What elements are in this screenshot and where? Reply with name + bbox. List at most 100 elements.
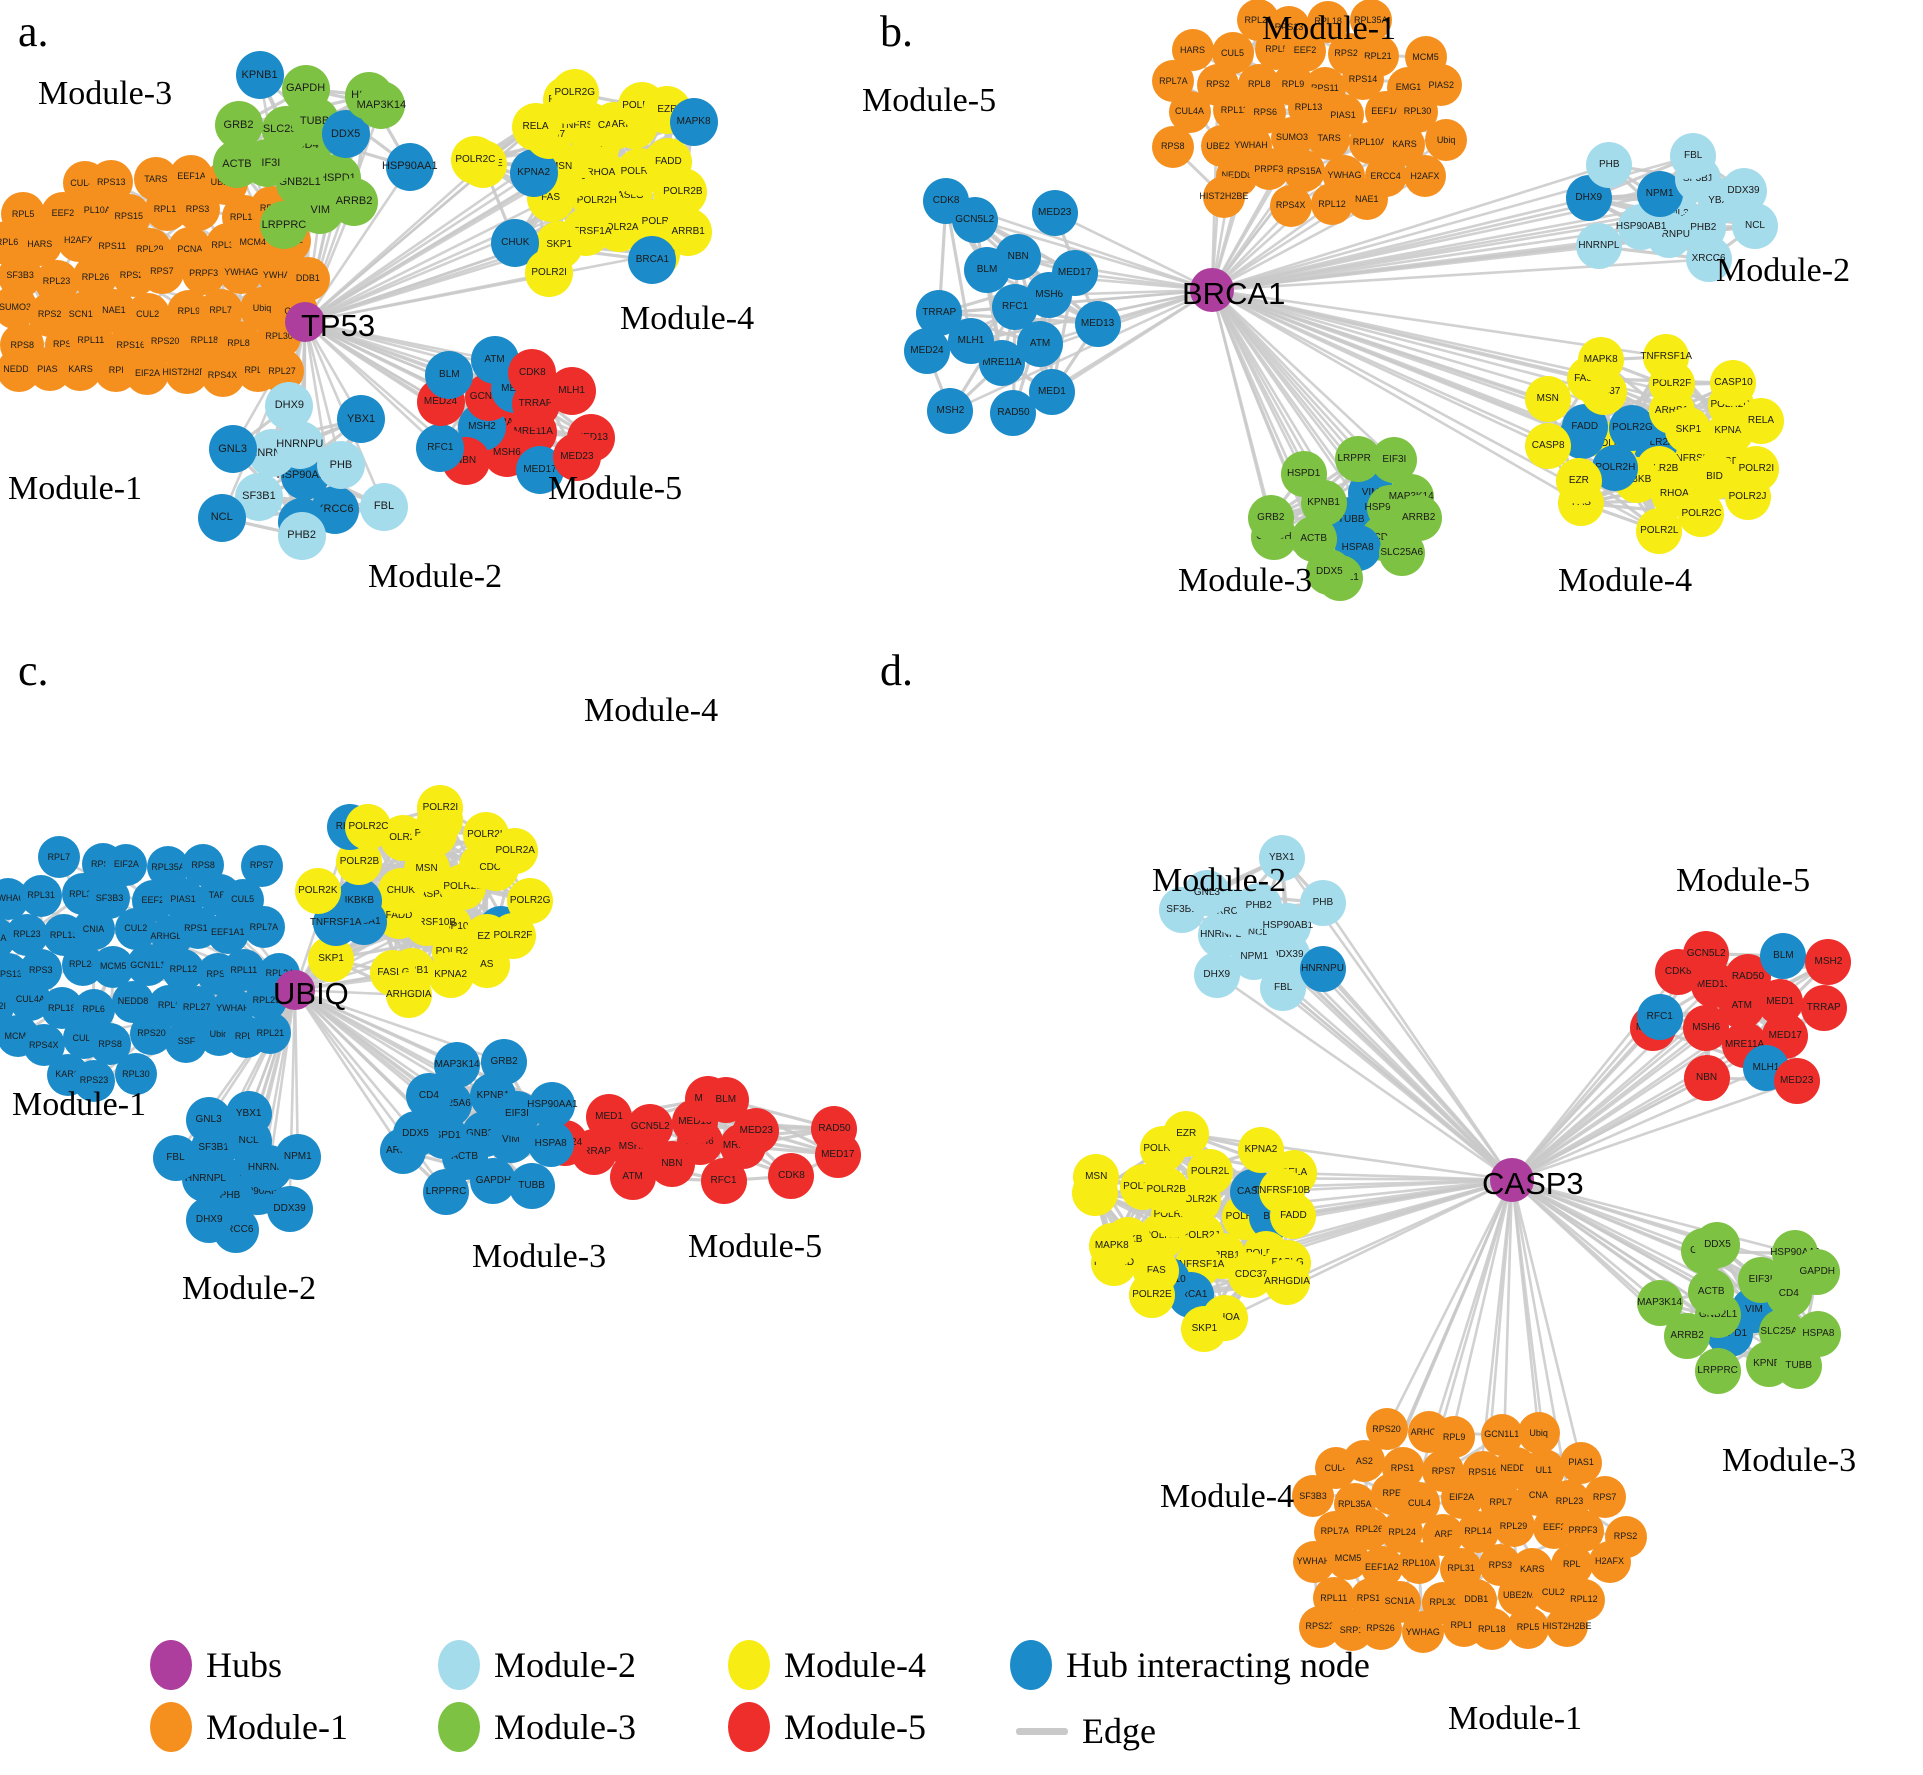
node-a-m5-med23[interactable]: MED23	[552, 432, 601, 481]
node-d-m5-trrap[interactable]: TRRAP	[1800, 985, 1847, 1032]
node-d-m5-gcn5l2[interactable]: GCN5L2	[1683, 930, 1730, 977]
node-c-m4-polr2a[interactable]: POLR2A	[492, 827, 539, 874]
node-b-m5-med17[interactable]: MED17	[1051, 250, 1098, 297]
node-d-m1-rpl5[interactable]: RPL5	[1506, 1606, 1549, 1649]
node-b-m1-rps8[interactable]: RPS8	[1151, 125, 1194, 168]
node-d-m4-skp1[interactable]: SKP1	[1181, 1306, 1228, 1353]
node-b-m1-rps4x[interactable]: RPS4X	[1269, 184, 1312, 227]
node-b-m3-ddx5[interactable]: DDX5	[1306, 548, 1353, 595]
node-d-m2-ybx1[interactable]: YBX1	[1258, 834, 1305, 881]
node-c-m3-hspa8[interactable]: HSPA8	[527, 1121, 574, 1168]
node-a-m3-grb2[interactable]: GRB2	[214, 101, 263, 150]
node-a-m3-kpnb1[interactable]: KPNB1	[235, 51, 284, 100]
node-b-m4-tnfrsf1a[interactable]: TNFRSF1A	[1640, 333, 1692, 380]
node-b-m5-gcn5l2[interactable]: GCN5L2	[951, 196, 998, 243]
node-a-m2-phb[interactable]: PHB	[316, 441, 365, 490]
node-c-m2-ybx1[interactable]: YBX1	[225, 1090, 272, 1137]
node-b-m5-nbn[interactable]: NBN	[995, 234, 1042, 281]
node-c-m3-tubb[interactable]: TUBB	[508, 1162, 555, 1209]
node-c-m5-med17[interactable]: MED17	[814, 1131, 861, 1178]
node-c-m2-gnl3[interactable]: GNL3	[185, 1097, 232, 1144]
node-b-m4-rela[interactable]: RELA	[1737, 398, 1784, 445]
node-c-m2-fbl[interactable]: FBL	[152, 1135, 199, 1182]
node-d-m5-rfc1[interactable]: RFC1	[1636, 994, 1683, 1041]
node-c-m5-atm[interactable]: ATM	[609, 1154, 656, 1201]
node-d-m5-nbn[interactable]: NBN	[1683, 1054, 1730, 1101]
node-b-m4-msn[interactable]: MSN	[1524, 375, 1571, 422]
node-d-m1-ywhag[interactable]: YWHAG	[1401, 1611, 1444, 1654]
node-d-m3-tubb[interactable]: TUBB	[1775, 1343, 1822, 1390]
node-c-m1-rpl7[interactable]: RPL7	[37, 836, 80, 879]
node-c-m4-polr2k[interactable]: POLR2K	[294, 868, 341, 915]
node-a-m3-gapdh[interactable]: GAPDH	[281, 64, 330, 113]
node-d-m5-blm[interactable]: BLM	[1760, 932, 1807, 979]
node-a-m4-mapk8[interactable]: MAPK8	[669, 97, 718, 146]
node-a-m3-arrb2[interactable]: ARRB2	[330, 177, 379, 226]
node-b-m1-h2afx[interactable]: H2AFX	[1403, 155, 1446, 197]
node-d-m2-hnrnpu[interactable]: HNRNPU	[1299, 946, 1346, 993]
node-c-m3-grb2[interactable]: GRB2	[481, 1039, 528, 1086]
node-a-m3-map3k14[interactable]: MAP3K14	[357, 81, 406, 130]
node-d-m3-lrpprc[interactable]: LRPPRC	[1694, 1347, 1741, 1394]
node-b-m4-ezr[interactable]: EZR	[1555, 457, 1602, 504]
node-a-m2-dhx9[interactable]: DHX9	[265, 381, 314, 430]
node-b-m4-polr2c[interactable]: POLR2C	[1678, 491, 1725, 538]
node-a-m2-gnl3[interactable]: GNL3	[208, 425, 257, 474]
node-b-m2-ncl[interactable]: NCL	[1732, 202, 1778, 249]
node-d-m3-map3k14[interactable]: MAP3K14	[1636, 1279, 1683, 1326]
node-c-m3-map3k14[interactable]: MAP3K14	[434, 1041, 481, 1088]
node-b-m4-casp8[interactable]: CASP8	[1525, 423, 1572, 470]
node-c-m1-rpl21[interactable]: RPL21	[249, 1012, 292, 1055]
node-b-m5-med13[interactable]: MED13	[1074, 300, 1121, 347]
node-c-m2-dhx9[interactable]: DHX9	[186, 1197, 233, 1244]
node-c-m1-rpl31[interactable]: RPL31	[20, 874, 63, 917]
node-a-m4-polr2i[interactable]: POLR2I	[525, 249, 574, 298]
node-c-m5-cdk8[interactable]: CDK8	[768, 1153, 815, 1200]
node-d-m4-fadd[interactable]: FADD	[1270, 1193, 1317, 1240]
node-b-m4-polr2l[interactable]: POLR2L	[1636, 507, 1683, 554]
node-a-m5-mlh1[interactable]: MLH1	[547, 367, 596, 416]
node-a-m4-brca1[interactable]: BRCA1	[628, 236, 677, 285]
node-a-m1-rps7[interactable]: RPS7	[139, 249, 184, 294]
node-d-m2-dhx9[interactable]: DHX9	[1193, 951, 1240, 998]
node-c-m1-rpl7a[interactable]: RPL7A	[242, 906, 285, 949]
node-a-m3-lrpprc[interactable]: LRPPRC	[259, 201, 308, 249]
node-c-m2-npm1[interactable]: NPM1	[274, 1134, 321, 1181]
node-b-m2-fbl[interactable]: FBL	[1670, 132, 1717, 179]
node-d-m1-rpl10a[interactable]: RPL10A	[1397, 1542, 1440, 1585]
node-d-m1-h2afx[interactable]: H2AFX	[1588, 1540, 1631, 1583]
node-c-m5-gcn5l2[interactable]: GCN5L2	[627, 1103, 674, 1150]
node-a-m1-eif2a[interactable]: EIF2A	[125, 351, 170, 396]
node-d-m2-phb[interactable]: PHB	[1299, 879, 1346, 926]
node-b-m3-slc25a6[interactable]: SLC25A6	[1378, 529, 1425, 576]
node-a-m1-rps3[interactable]: RPS3	[175, 187, 220, 232]
node-d-m4-mapk8[interactable]: MAPK8	[1088, 1223, 1135, 1270]
node-d-m1-hist2h2be[interactable]: HIST2H2BE	[1542, 1605, 1591, 1648]
node-b-m4-mapk8[interactable]: MAPK8	[1577, 336, 1624, 383]
node-a-m2-phb2[interactable]: PHB2	[277, 511, 326, 560]
node-d-m5-msh2[interactable]: MSH2	[1805, 939, 1852, 986]
node-b-m3-grb2[interactable]: GRB2	[1247, 494, 1294, 541]
node-c-m1-cul2[interactable]: CUL2	[114, 907, 157, 950]
node-a-m4-polr2g[interactable]: POLR2G	[550, 69, 599, 118]
hub-node-ubiq[interactable]	[275, 970, 315, 1010]
node-a-m3-hsp90aa1[interactable]: HSP90AA1	[382, 142, 438, 191]
node-c-m1-eef1a1[interactable]: EEF1A1	[206, 911, 249, 954]
node-d-m4-ezr[interactable]: EZR	[1163, 1110, 1210, 1157]
node-b-m1-ubiq[interactable]: Ubiq	[1425, 119, 1468, 162]
node-d-m4-polr2e[interactable]: POLR2E	[1128, 1271, 1175, 1318]
node-d-m4-msn[interactable]: MSN	[1073, 1153, 1120, 1200]
node-c-m4-kpna2[interactable]: KPNA2	[427, 952, 474, 999]
node-b-m1-hist2h2be[interactable]: HIST2H2BE	[1199, 175, 1248, 218]
node-d-m3-ddx5[interactable]: DDX5	[1694, 1221, 1741, 1268]
node-d-m4-polr2l[interactable]: POLR2L	[1187, 1148, 1234, 1195]
node-a-m2-fbl[interactable]: FBL	[359, 482, 408, 531]
node-c-m5-rfc1[interactable]: RFC1	[700, 1157, 747, 1204]
node-d-m4-polr2b[interactable]: POLR2B	[1143, 1166, 1190, 1213]
node-d-m1-rpl29[interactable]: RPL29	[1492, 1505, 1535, 1548]
node-c-m5-med1[interactable]: MED1	[586, 1093, 633, 1140]
node-c-m4-arhgdia[interactable]: ARHGDIA	[385, 972, 432, 1019]
node-c-m5-blm[interactable]: BLM	[702, 1076, 749, 1123]
node-d-m4-arhgdia[interactable]: ARHGDIA	[1264, 1259, 1311, 1306]
node-b-m5-med1[interactable]: MED1	[1028, 369, 1075, 416]
